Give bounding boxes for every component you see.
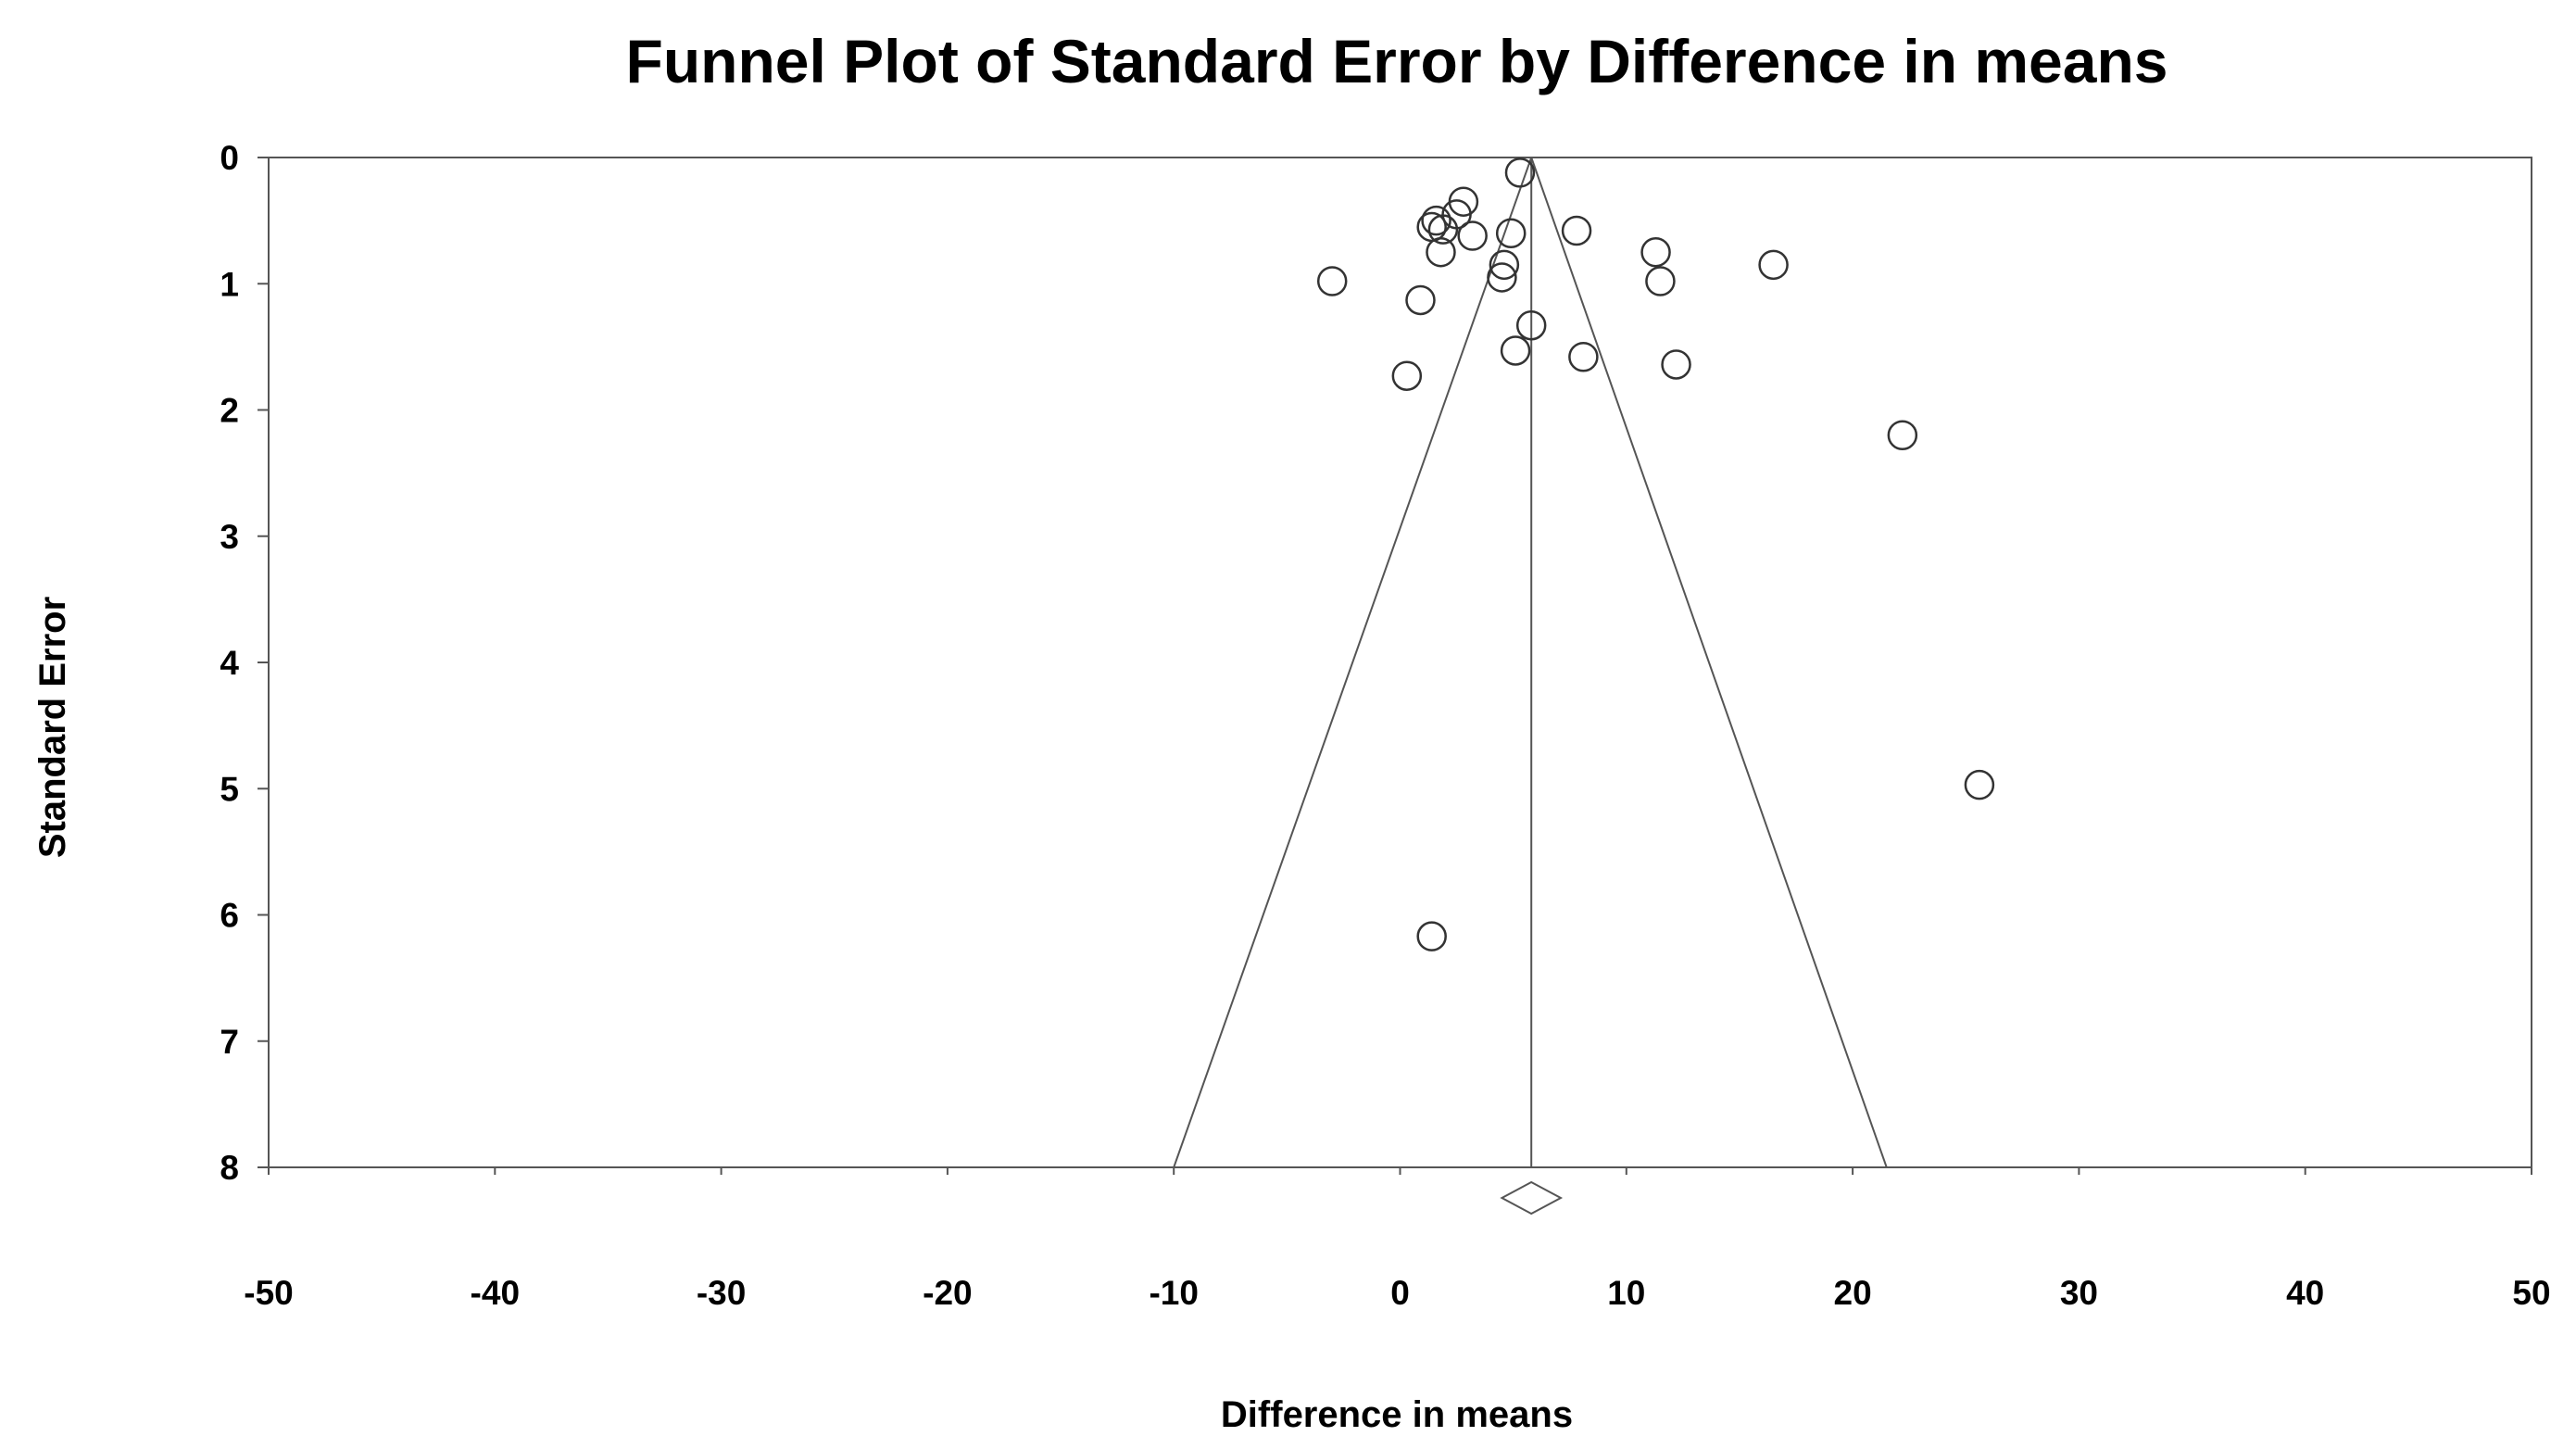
study-point — [1427, 214, 1459, 245]
x-tick-label: -30 — [697, 1274, 746, 1312]
y-axis: 0 1 2 3 4 5 6 7 8 — [220, 139, 269, 1187]
y-tick-label: 8 — [220, 1149, 239, 1187]
study-point — [1421, 205, 1451, 236]
funnel-right-line — [1530, 157, 1888, 1168]
x-tick-label: -40 — [471, 1274, 520, 1312]
study-point — [1645, 266, 1676, 296]
study-point — [1568, 342, 1599, 372]
y-tick-label: 5 — [220, 770, 239, 808]
y-tick-label: 2 — [220, 392, 239, 430]
x-tick-label: -10 — [1149, 1274, 1198, 1312]
study-point — [1661, 349, 1691, 380]
y-tick-label: 1 — [220, 265, 239, 303]
y-tick-label: 6 — [220, 897, 239, 935]
study-point — [1316, 266, 1348, 296]
y-tick-label: 7 — [220, 1023, 239, 1061]
study-point — [1405, 284, 1436, 316]
x-tick-label: 40 — [2286, 1274, 2324, 1312]
plot-area-frame — [268, 157, 2532, 1168]
study-point — [1426, 236, 1456, 268]
study-point — [1416, 921, 1447, 951]
y-tick-label: 4 — [220, 644, 239, 682]
study-point — [1495, 218, 1527, 248]
study-point — [1561, 215, 1592, 246]
study-point — [1504, 158, 1536, 188]
x-axis: -50 -40 -30 -20 -10 0 10 20 30 40 50 — [244, 1167, 2551, 1312]
x-tick-label: 10 — [1607, 1274, 1645, 1312]
x-tick-label: 30 — [2060, 1274, 2098, 1312]
study-point — [1391, 360, 1423, 391]
study-point — [1487, 262, 1517, 293]
x-tick-label: 50 — [2512, 1274, 2550, 1312]
study-point — [1640, 236, 1671, 268]
y-tick-label: 0 — [220, 139, 239, 177]
study-point — [1758, 249, 1789, 281]
x-tick-label: 0 — [1390, 1274, 1410, 1312]
x-tick-label: 20 — [1834, 1274, 1872, 1312]
study-point — [1457, 220, 1488, 251]
y-tick-label: 3 — [220, 518, 239, 556]
study-point — [1489, 249, 1520, 281]
x-tick-label: -20 — [923, 1274, 972, 1312]
x-axis-label: Difference in means — [1221, 1394, 1573, 1435]
funnel-left-line — [1173, 157, 1533, 1168]
funnel-lines — [1173, 157, 1888, 1168]
x-tick-label: -50 — [244, 1274, 293, 1312]
study-points — [1316, 158, 1995, 951]
study-point — [1515, 309, 1547, 341]
chart-title: Funnel Plot of Standard Error by Differe… — [626, 27, 2168, 95]
summary-diamond-group — [1500, 1180, 1564, 1216]
study-point — [1887, 420, 1918, 450]
summary-diamond — [1500, 1180, 1564, 1216]
y-axis-label: Standard Error — [32, 597, 73, 858]
study-point — [1964, 769, 1995, 800]
study-point — [1500, 335, 1531, 366]
